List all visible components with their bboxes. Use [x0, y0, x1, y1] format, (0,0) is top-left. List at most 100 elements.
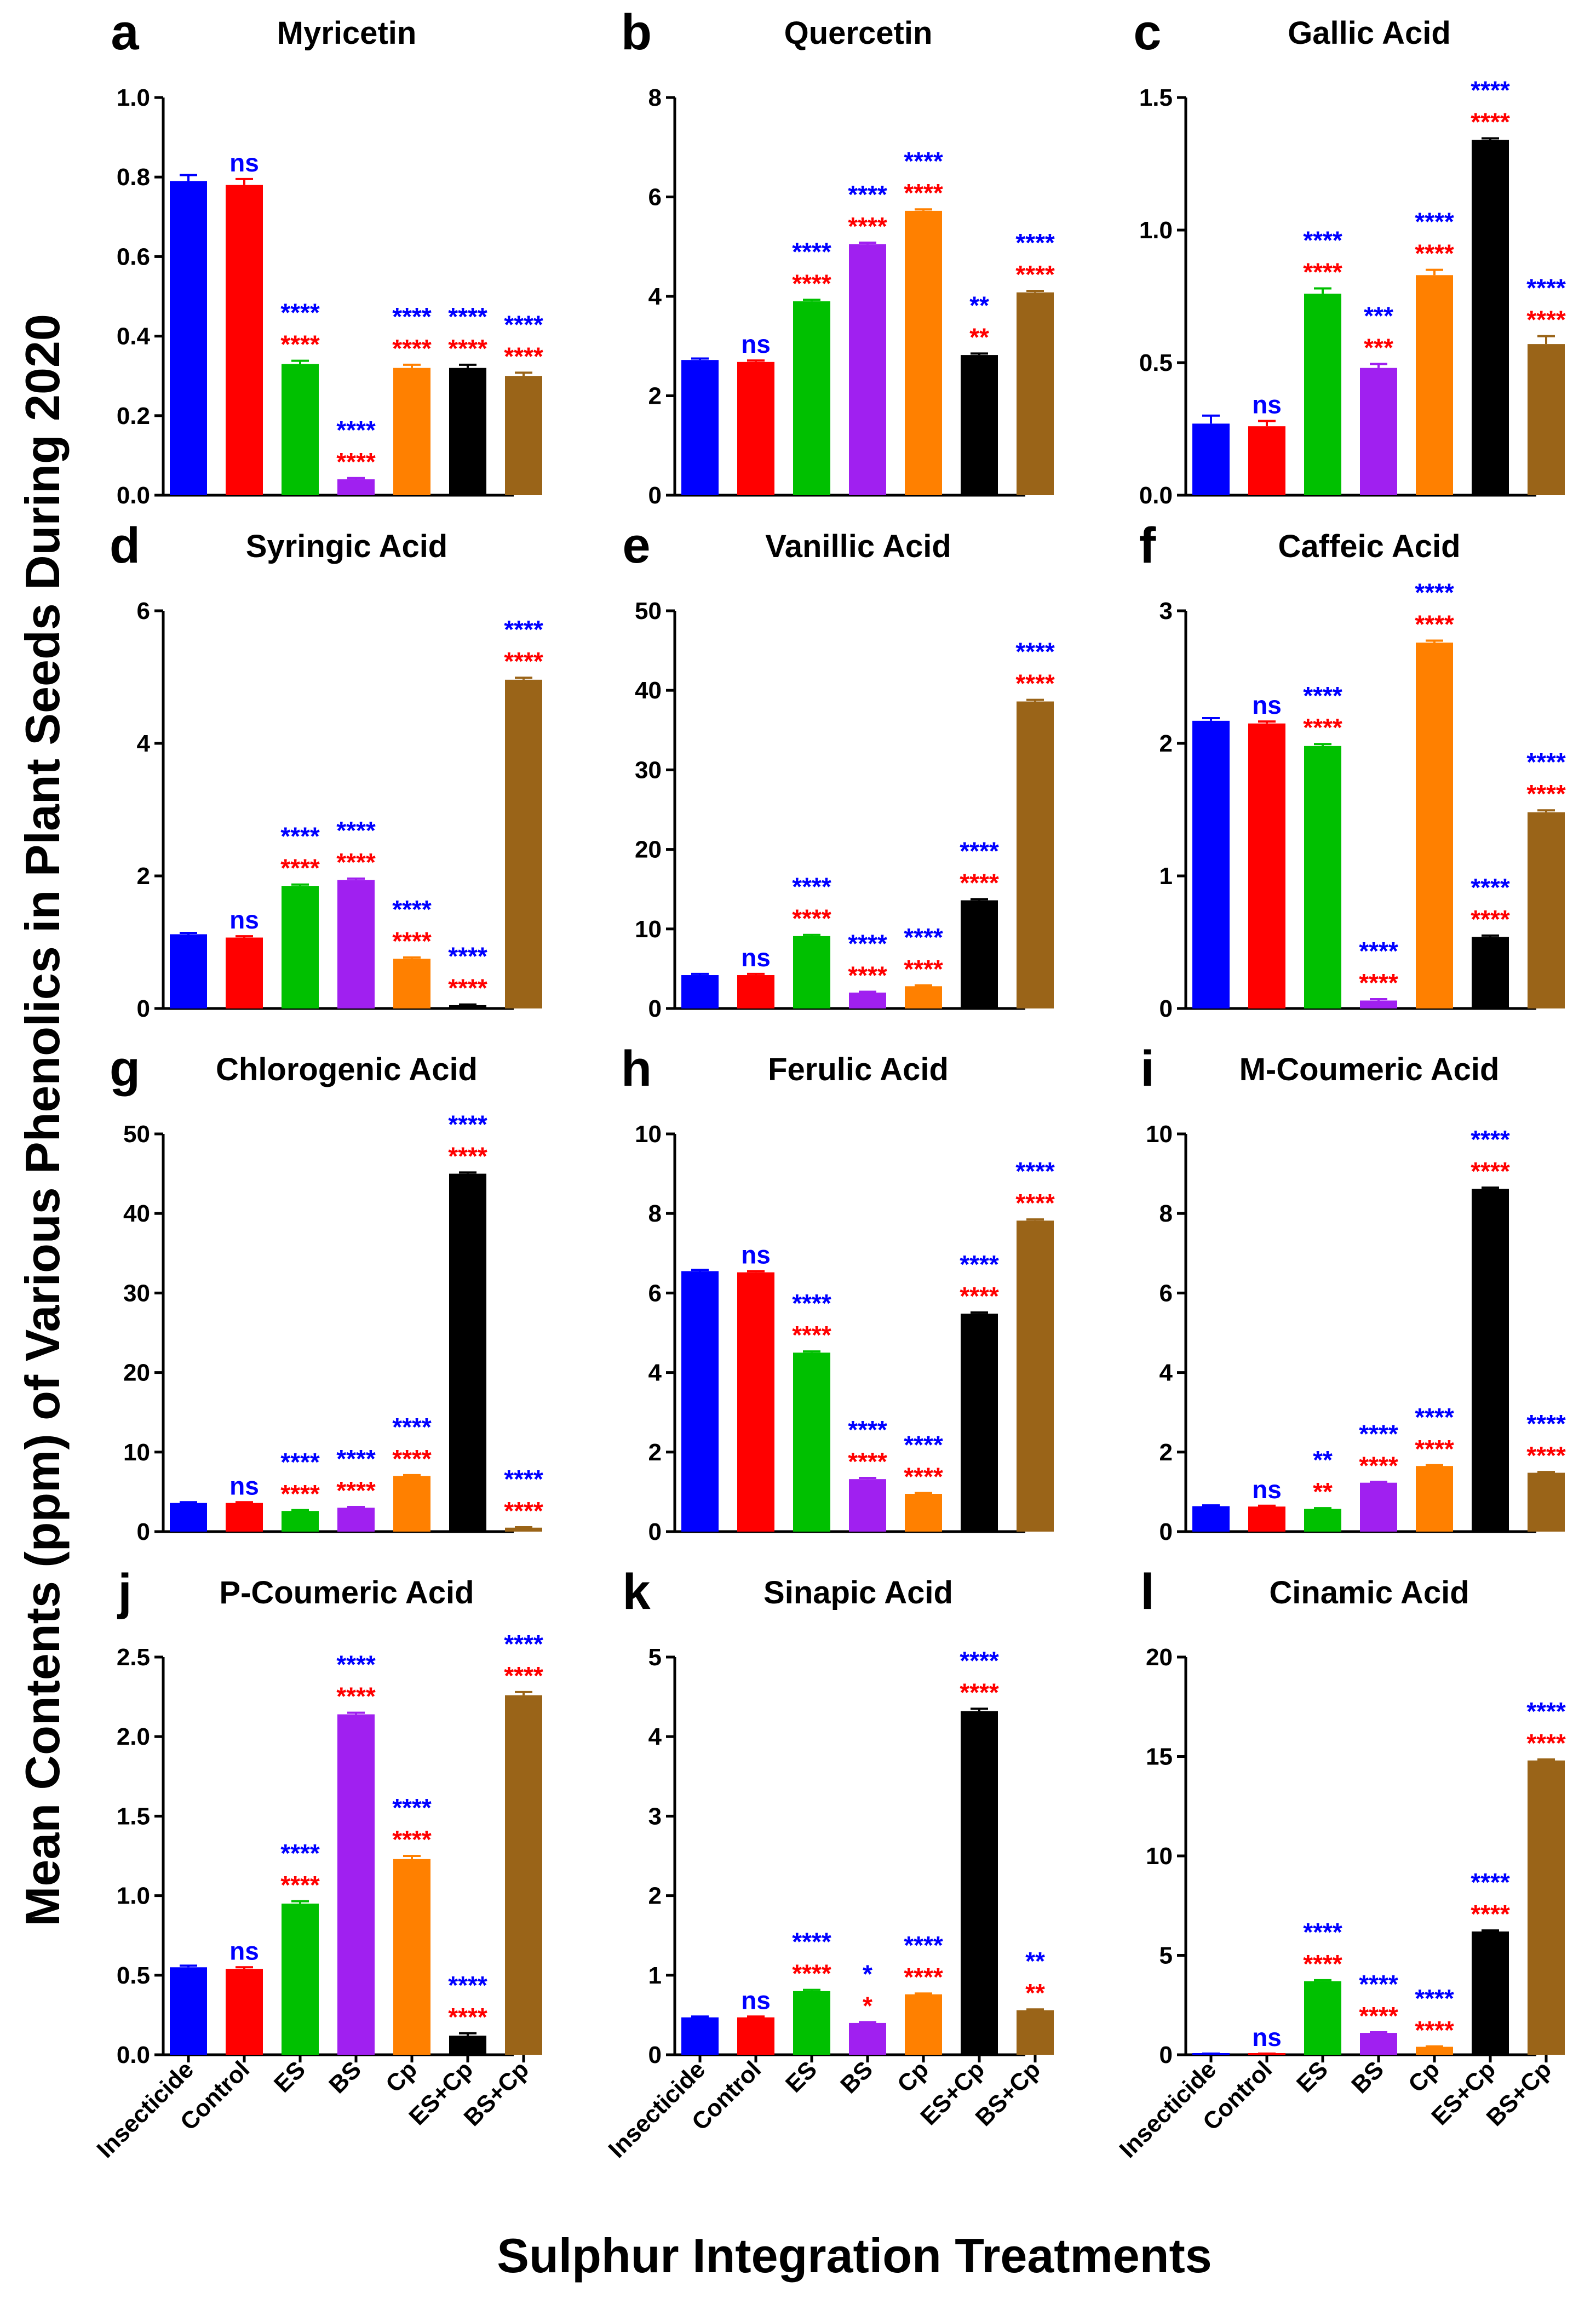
significance-label: **** — [280, 854, 320, 882]
y-tick-label: 6 — [648, 1280, 662, 1306]
significance-label: **** — [392, 1445, 432, 1473]
significance-label: **** — [1303, 226, 1342, 254]
y-tick-label: 8 — [648, 1200, 662, 1227]
bar — [1472, 140, 1509, 495]
panel-letter: d — [110, 518, 140, 574]
bar — [226, 937, 263, 1008]
bar — [681, 1271, 719, 1532]
panel-title: Myricetin — [277, 15, 417, 51]
y-axis-label: Mean Contents (ppm) of Various Phenolics… — [15, 314, 70, 1927]
panel-a: a Myricetin 0.0 0.2 0.4 0.6 0.8 1.0 ns **** **** **… — [111, 4, 543, 509]
y-tick-label: 0.6 — [117, 243, 150, 270]
bar — [226, 185, 263, 496]
y-tick-label: 1 — [1159, 863, 1173, 890]
significance-label: **** — [280, 1448, 320, 1476]
significance-label: **** — [392, 895, 432, 924]
y-tick-label: 4 — [648, 283, 662, 310]
x-tick-label: Cp — [381, 2056, 422, 2097]
x-tick-label: ES — [780, 2056, 822, 2097]
y-tick-label: 10 — [1146, 1121, 1173, 1148]
bar — [337, 880, 375, 1008]
significance-label: **** — [792, 237, 831, 266]
bar — [1360, 1000, 1397, 1008]
significance-label: **** — [392, 334, 432, 363]
significance-label: **** — [1415, 610, 1454, 638]
significance-label: **** — [1526, 748, 1566, 776]
y-tick-label: 0 — [137, 995, 150, 1022]
bar — [170, 181, 207, 496]
significance-label: ns — [741, 943, 771, 972]
panel-title: Sinapic Acid — [763, 1575, 953, 1610]
bar — [393, 959, 430, 1008]
bar — [849, 1479, 886, 1532]
panel-title: Ferulic Acid — [768, 1052, 949, 1087]
bar — [282, 1511, 319, 1532]
y-tick-label: 1.0 — [117, 1883, 150, 1910]
bar — [170, 1967, 207, 2055]
significance-label: **** — [1303, 1950, 1342, 1978]
significance-label: **** — [280, 1871, 320, 1899]
significance-label: **** — [280, 1839, 320, 1867]
significance-label: **** — [792, 1928, 831, 1956]
y-tick-label: 0 — [1159, 2042, 1173, 2068]
significance-label: **** — [280, 330, 320, 359]
significance-label: ** — [969, 291, 989, 319]
y-tick-label: 0.0 — [1139, 482, 1173, 509]
y-tick-label: 2 — [1159, 730, 1173, 757]
significance-label: **** — [1471, 76, 1510, 105]
bar — [449, 2036, 486, 2055]
significance-label: **** — [848, 961, 887, 990]
bar — [737, 2017, 774, 2055]
significance-label: ns — [229, 1936, 259, 1965]
significance-label: **** — [1015, 669, 1055, 698]
y-tick-label: 2.0 — [117, 1723, 150, 1750]
significance-label: **** — [792, 904, 831, 933]
y-tick-label: 0.0 — [117, 2042, 150, 2068]
bar — [393, 1476, 430, 1532]
significance-label: **** — [1015, 260, 1055, 289]
bar — [849, 244, 886, 495]
bar — [505, 376, 542, 495]
bar — [961, 1314, 998, 1532]
significance-label: **** — [848, 212, 887, 240]
x-tick-label: Cp — [1403, 2056, 1445, 2097]
bar — [1192, 720, 1230, 1008]
significance-label: **** — [960, 868, 999, 897]
y-tick-label: 1.5 — [117, 1803, 150, 1830]
y-tick-label: 20 — [123, 1360, 150, 1386]
bar — [905, 1994, 942, 2055]
significance-label: **** — [504, 647, 543, 675]
y-tick-label: 40 — [123, 1200, 150, 1227]
bar — [1192, 1506, 1230, 1532]
y-tick-label: 10 — [1146, 1843, 1173, 1870]
significance-label: **** — [1526, 1729, 1566, 1757]
panel-letter: a — [111, 4, 139, 60]
significance-label: **** — [280, 822, 320, 851]
bar — [1416, 275, 1453, 495]
y-tick-label: 15 — [1146, 1744, 1173, 1770]
bar — [337, 1714, 375, 2055]
significance-label: **** — [904, 1963, 943, 1991]
significance-label: **** — [504, 1661, 543, 1690]
panel-title: Gallic Acid — [1288, 15, 1451, 51]
significance-label: **** — [448, 302, 487, 331]
y-tick-label: 4 — [137, 730, 151, 757]
bar — [1472, 937, 1509, 1008]
significance-label: **** — [1526, 780, 1566, 808]
y-tick-label: 0 — [1159, 1518, 1173, 1545]
y-tick-label: 6 — [137, 598, 150, 624]
y-tick-label: 10 — [635, 1121, 662, 1148]
bar — [961, 1711, 998, 2055]
significance-label: **** — [504, 1465, 543, 1493]
y-tick-label: 10 — [123, 1439, 150, 1466]
y-tick-label: 2 — [648, 1883, 662, 1910]
y-tick-label: 0 — [648, 2042, 662, 2068]
significance-label: **** — [792, 1321, 831, 1349]
bar — [282, 1904, 319, 2055]
bar — [282, 364, 319, 495]
bar — [1248, 723, 1285, 1008]
significance-label: **** — [504, 1630, 543, 1658]
significance-label: **** — [1359, 2002, 1398, 2030]
bar — [1017, 1220, 1054, 1532]
